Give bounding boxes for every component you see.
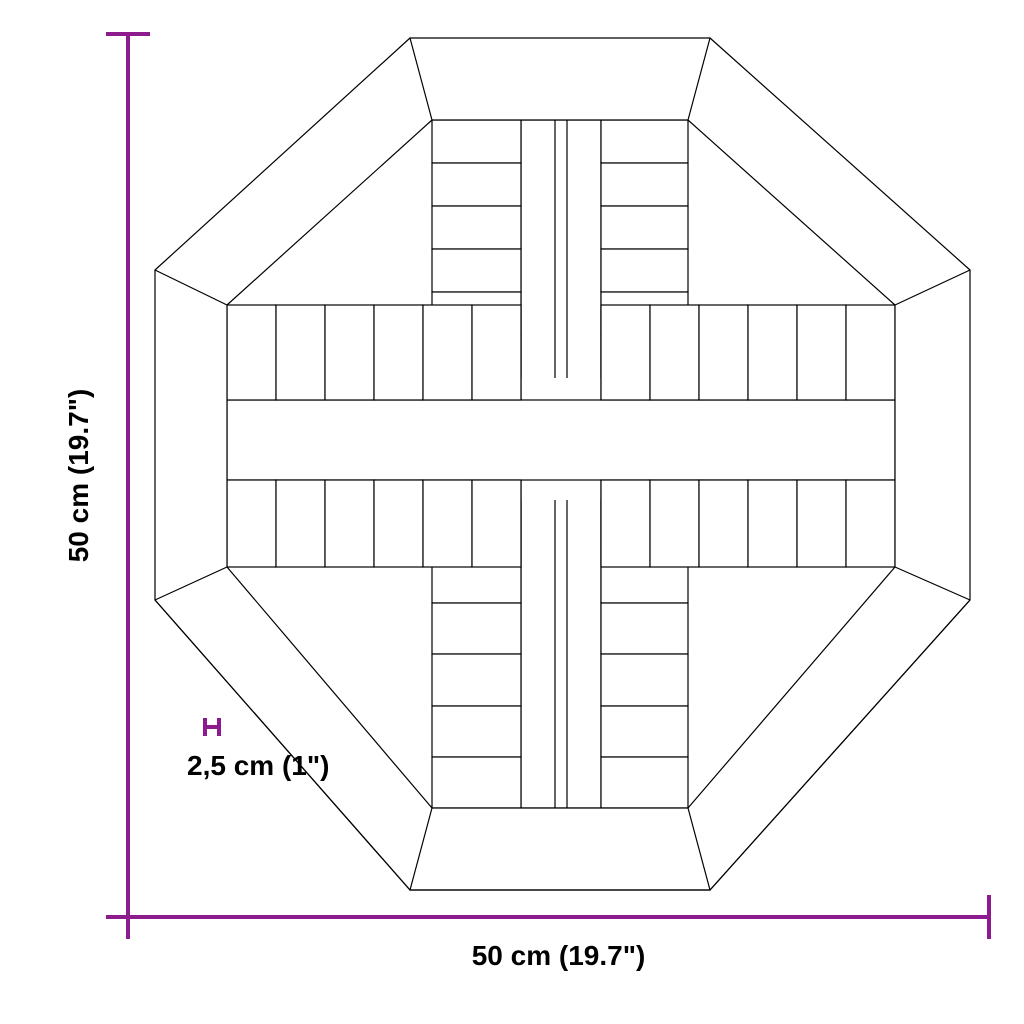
- slat-bottom: [432, 603, 521, 654]
- slat-right: [601, 305, 650, 400]
- slat-left: [325, 305, 374, 400]
- slat-right: [797, 480, 846, 567]
- slat-left: [472, 305, 521, 400]
- slat-left: [227, 480, 276, 567]
- slat-bottom: [432, 706, 521, 757]
- slat-right: [846, 305, 895, 400]
- slat-bottom: [601, 603, 688, 654]
- slat-right: [650, 305, 699, 400]
- frame-mitre: [155, 567, 227, 600]
- slat-left: [276, 305, 325, 400]
- slat-left: [423, 305, 472, 400]
- slat-top: [601, 163, 688, 206]
- slat-top: [601, 249, 688, 292]
- width-label: 50 cm (19.7"): [472, 940, 646, 971]
- slat-top: [432, 163, 521, 206]
- frame-mitre: [410, 38, 432, 120]
- frame-mitre: [688, 38, 710, 120]
- slat-right: [650, 480, 699, 567]
- slat-left: [374, 305, 423, 400]
- slat-bottom: [432, 654, 521, 706]
- cross-horizontal: [227, 400, 895, 480]
- frame-mitre: [895, 567, 970, 600]
- frame-mitre: [410, 808, 432, 890]
- slat-bottom: [432, 757, 521, 808]
- slat-right: [601, 480, 650, 567]
- slat-right: [699, 305, 748, 400]
- frame-mitre: [155, 270, 227, 305]
- slat-bottom: [601, 706, 688, 757]
- slat-left: [227, 305, 276, 400]
- slat-right: [699, 480, 748, 567]
- slat-left: [423, 480, 472, 567]
- slat-right: [797, 305, 846, 400]
- slat-bottom: [601, 654, 688, 706]
- slat-top: [432, 206, 521, 249]
- slat-bottom: [601, 757, 688, 808]
- slat-right: [846, 480, 895, 567]
- slat-left: [472, 480, 521, 567]
- slat-left: [325, 480, 374, 567]
- slat-right: [748, 480, 797, 567]
- frame-mitre: [688, 808, 710, 890]
- slat-top: [432, 249, 521, 292]
- slat-top: [432, 120, 521, 163]
- slat-top: [601, 120, 688, 163]
- slat-group: [227, 120, 895, 808]
- slat-left: [276, 480, 325, 567]
- slat-right: [748, 305, 797, 400]
- frame-mitre: [895, 270, 970, 305]
- height-label: 50 cm (19.7"): [63, 389, 94, 563]
- thickness-label: 2,5 cm (1"): [187, 750, 329, 781]
- slat-top: [601, 206, 688, 249]
- slat-left: [374, 480, 423, 567]
